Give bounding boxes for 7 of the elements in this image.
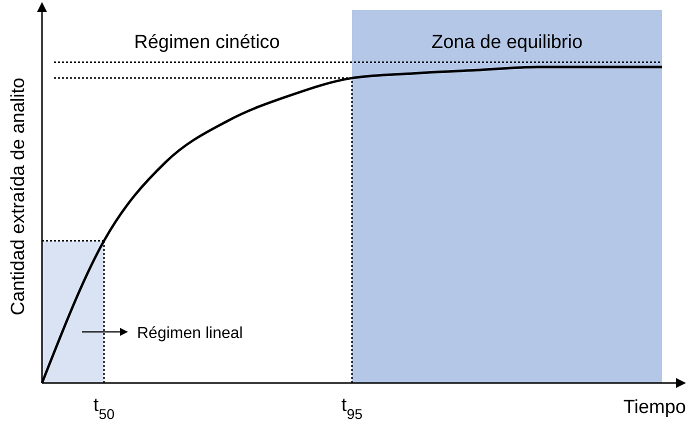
x-tick-label: t$_{95}$ xyxy=(341,395,363,421)
y-axis-title: Cantidad extraída de analito xyxy=(8,78,29,316)
text: Régimen cinético xyxy=(134,32,280,53)
x-tick-label: t$_{50}$ xyxy=(93,395,115,421)
x-axis-title: Tiempo xyxy=(623,397,686,418)
text: Zona de equilibrio xyxy=(431,32,583,53)
band-label: Régimen lineal xyxy=(137,324,243,342)
